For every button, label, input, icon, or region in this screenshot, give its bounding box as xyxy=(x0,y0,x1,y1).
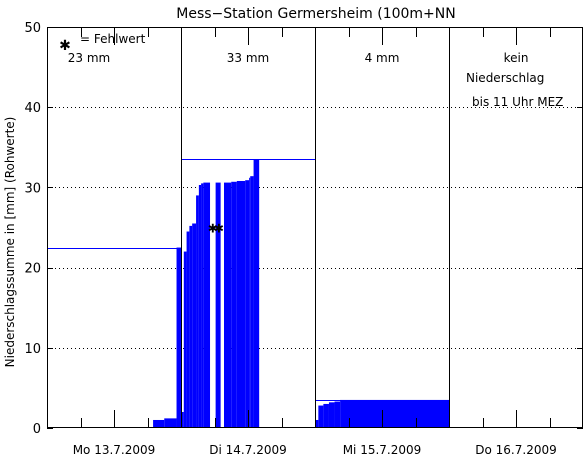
precip-bar xyxy=(189,225,193,428)
annotation-until: bis 11 Uhr MEZ xyxy=(472,95,563,109)
precip-bar xyxy=(245,180,250,428)
precip-bar xyxy=(176,247,181,428)
missing-value-marker: ✱ xyxy=(208,222,218,236)
annotations: ✱ = Fehlwert Niederschlag bis 11 Uhr MEZ… xyxy=(59,32,563,236)
missing-gap xyxy=(220,147,224,428)
precip-bar xyxy=(253,159,260,428)
precip-bar xyxy=(231,181,237,428)
legend-marker: ✱ xyxy=(59,38,71,54)
precip-bar xyxy=(186,231,190,428)
annotation-niederschlag: Niederschlag xyxy=(466,71,544,85)
data-bars xyxy=(153,147,449,428)
daily-total-lines xyxy=(47,159,449,401)
precip-bar xyxy=(323,403,329,428)
y-tick-label: 40 xyxy=(24,101,41,116)
precip-bar xyxy=(196,195,199,428)
x-day-label: Mi 15.7.2009 xyxy=(343,443,422,457)
daily-total-label: 23 mm xyxy=(68,51,110,65)
x-day-label: Mo 13.7.2009 xyxy=(73,443,156,457)
missing-gap xyxy=(210,147,216,428)
precip-bar xyxy=(328,402,335,428)
precip-bar xyxy=(198,184,202,428)
daily-total-label: kein xyxy=(504,51,529,65)
legend-text: = Fehlwert xyxy=(80,32,146,46)
y-tick-label: 10 xyxy=(24,342,41,357)
x-day-label: Di 14.7.2009 xyxy=(209,443,286,457)
plot-border xyxy=(47,27,583,428)
daily-total-label: 33 mm xyxy=(227,51,269,65)
precip-bar xyxy=(250,176,254,428)
y-tick-label: 20 xyxy=(24,262,41,277)
precip-bar xyxy=(181,411,184,428)
axis-labels: 0 10 20 30 40 50 Mo 13.7.2009 23 mm Di 14.7.2009… xyxy=(24,21,556,457)
daily-total-label: 4 mm xyxy=(365,51,400,65)
precip-bar xyxy=(164,418,177,428)
precip-bar xyxy=(249,177,251,428)
y-tick-label: 50 xyxy=(24,21,41,36)
precip-bar xyxy=(153,419,165,428)
day-divider-lines xyxy=(181,27,450,428)
precip-bar xyxy=(236,180,246,428)
precip-bar xyxy=(223,182,232,428)
x-day-label: Do 16.7.2009 xyxy=(475,443,556,457)
precip-bar xyxy=(192,223,197,428)
precip-bar xyxy=(340,399,449,428)
precip-bar xyxy=(334,401,341,428)
y-tick-label: 30 xyxy=(24,181,41,196)
missing-value-marker: ✱ xyxy=(214,222,224,236)
precip-bar xyxy=(183,251,187,428)
plot-frame xyxy=(47,27,583,428)
chart-title: Mess−Station Germersheim (100m+NN xyxy=(176,6,455,22)
precip-bar xyxy=(318,405,324,428)
axis-ticks xyxy=(47,27,583,429)
y-axis-label: Niederschlagssumme in [mm] (Rohwerte) xyxy=(3,117,17,368)
precip-bar xyxy=(201,183,204,428)
y-tick-label: 0 xyxy=(33,422,41,437)
precip-bar xyxy=(315,419,319,428)
